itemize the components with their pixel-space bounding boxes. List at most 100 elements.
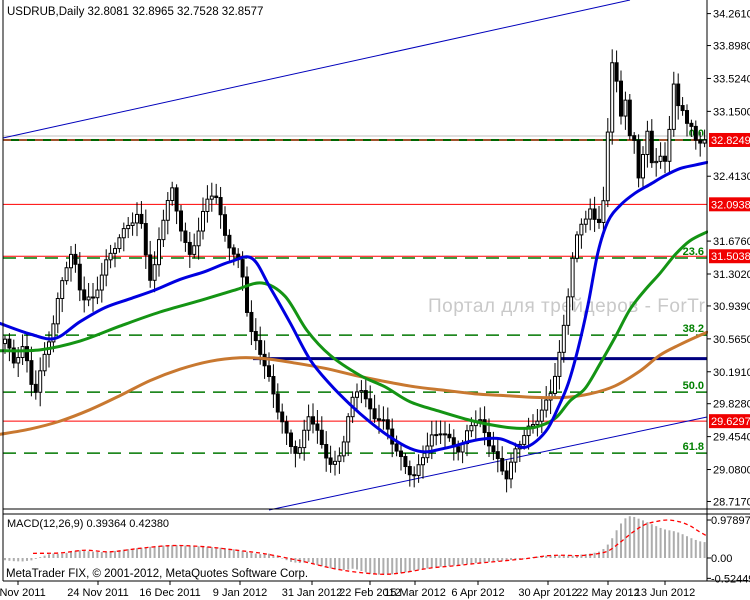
candlestick <box>297 447 302 454</box>
candlestick <box>38 370 43 393</box>
candlestick <box>561 324 566 353</box>
candlestick <box>214 195 219 199</box>
candlestick <box>280 411 285 423</box>
candlestick <box>82 289 87 301</box>
trendline-2 <box>268 416 708 511</box>
candlestick <box>179 210 183 232</box>
current-price-badge-label: 32.0938 <box>711 199 750 211</box>
candlestick <box>698 139 703 144</box>
candlestick <box>495 451 500 459</box>
date-label: 31 Jan 2012 <box>282 587 343 599</box>
candlestick <box>205 198 210 212</box>
candlestick <box>86 296 91 301</box>
candlestick <box>394 443 399 452</box>
candlestick <box>196 230 201 247</box>
candlestick <box>51 323 56 343</box>
candlestick <box>337 455 342 462</box>
macd-indicator-title: MACD(12,26,9) 0.39364 0.42380 <box>7 518 170 530</box>
candlestick <box>482 419 487 434</box>
candlestick <box>539 409 544 422</box>
candlestick <box>429 434 434 447</box>
candlestick <box>324 444 329 459</box>
candlestick <box>456 446 461 453</box>
price-tick-label: 33.1500 <box>713 106 750 118</box>
price-tick-label: 30.1910 <box>713 367 750 379</box>
price-tick-label: 32.4130 <box>713 171 750 183</box>
candlestick <box>627 99 632 137</box>
candlestick <box>385 419 390 430</box>
candlestick <box>201 210 205 232</box>
price-tick-label: 34.2610 <box>713 9 750 21</box>
candlestick <box>271 376 276 395</box>
current-price-badge <box>709 249 750 264</box>
candlestick <box>654 160 659 164</box>
candlestick <box>416 464 421 476</box>
candlestick <box>469 425 474 432</box>
candlestick <box>284 421 289 434</box>
candlestick <box>333 460 337 465</box>
candlestick <box>126 224 131 230</box>
candlestick <box>513 448 518 463</box>
candlestick <box>658 155 663 162</box>
price-tick-label: 33.5240 <box>713 73 750 85</box>
candlestick <box>610 62 615 133</box>
macd-tick-label: -0.52449 <box>711 573 750 585</box>
candlestick <box>3 338 7 345</box>
candlestick <box>676 83 681 107</box>
candlestick <box>601 200 606 223</box>
price-tick-label: 28.7170 <box>713 496 750 508</box>
current-price-badge-label: 31.5038 <box>711 251 750 263</box>
candlestick <box>7 338 12 349</box>
current-price-badge-label: 32.8249 <box>711 135 750 147</box>
candlestick <box>139 213 144 225</box>
candlestick <box>16 357 21 364</box>
date-label: 6 Apr 2012 <box>451 587 504 599</box>
candlestick <box>143 223 148 256</box>
candlestick <box>170 187 175 201</box>
candlestick <box>579 223 584 236</box>
candlestick <box>108 252 113 261</box>
candlestick <box>399 450 403 458</box>
candlestick <box>531 424 535 427</box>
candlestick <box>25 346 29 362</box>
candlestick <box>421 457 425 466</box>
price-tick-label: 31.3020 <box>713 269 750 281</box>
date-label: 9 Jan 2012 <box>213 587 267 599</box>
candlestick <box>509 461 513 480</box>
candlestick <box>407 466 412 476</box>
candlestick <box>99 274 104 291</box>
candlestick <box>267 365 271 378</box>
axis-background <box>708 0 750 600</box>
trendline-1 <box>2 0 631 139</box>
slow-ma-orange <box>0 330 709 436</box>
candlestick <box>152 264 157 281</box>
candlestick <box>592 208 597 220</box>
candlestick <box>135 213 139 224</box>
candlestick <box>174 187 179 212</box>
date-label: 22 Feb 2012 <box>339 587 401 599</box>
candlestick <box>165 199 170 221</box>
candlestick <box>693 125 698 141</box>
candlestick <box>311 416 315 425</box>
medium-ma-green <box>0 230 709 430</box>
candlestick <box>619 80 623 117</box>
candlestick <box>130 222 135 226</box>
current-price-badge <box>709 132 750 147</box>
current-price-badge-label: 29.6297 <box>711 416 750 428</box>
current-price-badge <box>709 197 750 212</box>
candlestick <box>504 470 509 480</box>
candlestick <box>33 383 38 393</box>
candlestick <box>526 425 531 437</box>
date-label: 24 Nov 2011 <box>67 587 129 599</box>
candlestick <box>363 390 368 400</box>
price-tick-label: 29.4540 <box>713 432 750 444</box>
candlestick <box>148 254 153 281</box>
candlestick <box>671 83 676 130</box>
candlestick <box>443 433 447 436</box>
date-label: 2 Nov 2011 <box>0 587 46 599</box>
candlestick <box>346 416 351 443</box>
fast-ma-blue <box>0 160 709 454</box>
fib-label: 38.2 <box>683 323 704 335</box>
